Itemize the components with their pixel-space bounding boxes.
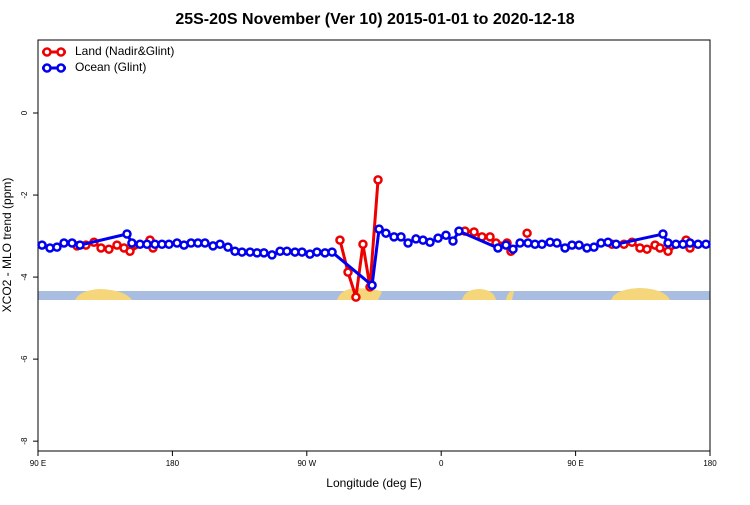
point — [125, 246, 135, 256]
point — [515, 238, 525, 248]
y-tick-label: -2 — [20, 191, 29, 199]
point — [374, 224, 384, 234]
point — [574, 240, 584, 250]
point — [381, 228, 391, 238]
y-tick-label: -4 — [20, 273, 29, 281]
point — [537, 239, 547, 250]
x-axis-label: Longitude (deg E) — [326, 476, 421, 490]
x-tick-label: 180 — [166, 459, 180, 468]
point — [200, 238, 210, 248]
point — [454, 226, 464, 236]
point — [658, 229, 668, 239]
point — [603, 237, 613, 247]
point — [663, 246, 673, 256]
land-strip — [611, 288, 670, 300]
point — [373, 175, 383, 185]
x-tick-label: 180 — [703, 459, 717, 468]
x-tick-label: 0 — [439, 459, 444, 468]
point — [508, 244, 518, 254]
legend-label: Ocean (Glint) — [75, 60, 146, 74]
point — [267, 250, 277, 260]
y-tick-label: 0 — [20, 110, 29, 115]
point — [522, 228, 532, 238]
point — [237, 247, 247, 257]
point — [259, 248, 269, 258]
point — [425, 237, 435, 247]
x-tick-label: 90 W — [297, 459, 316, 468]
point — [485, 232, 495, 242]
point — [611, 239, 621, 250]
point — [396, 232, 406, 242]
point — [358, 239, 368, 250]
x-tick-label: 90 E — [567, 459, 583, 468]
point — [448, 236, 458, 246]
point — [663, 238, 673, 248]
point — [343, 267, 353, 277]
point — [642, 244, 652, 254]
point — [122, 229, 132, 239]
point — [297, 247, 307, 257]
legend-marker — [42, 63, 52, 73]
point — [312, 247, 322, 257]
point — [335, 235, 345, 245]
land-strip — [506, 290, 514, 300]
point — [367, 280, 377, 291]
point — [282, 246, 292, 256]
point — [75, 240, 85, 250]
land-strip — [75, 289, 132, 300]
legend-marker — [56, 63, 66, 73]
point — [433, 233, 443, 243]
y-tick-label: -8 — [20, 437, 29, 445]
point — [493, 243, 503, 253]
x-tick-label: 90 E — [30, 459, 46, 468]
point — [441, 230, 451, 240]
point — [403, 238, 413, 248]
y-axis-label: XCO2 - MLO trend (ppm) — [0, 178, 14, 313]
point — [67, 238, 77, 248]
chart-title: 25S-20S November (Ver 10) 2015-01-01 to … — [175, 11, 574, 28]
point — [552, 238, 562, 248]
point — [327, 247, 337, 257]
point — [501, 240, 511, 250]
point — [589, 242, 599, 252]
point — [52, 242, 62, 252]
legend-marker — [42, 47, 52, 57]
point — [59, 238, 69, 248]
y-tick-label: -6 — [20, 355, 29, 363]
point — [655, 243, 665, 253]
point — [351, 292, 361, 302]
point — [164, 239, 174, 250]
point — [96, 243, 106, 253]
point — [693, 239, 703, 250]
point — [469, 227, 479, 237]
land-strip — [462, 289, 496, 300]
point — [223, 242, 233, 252]
point — [685, 238, 695, 248]
point — [37, 240, 47, 250]
legend-marker — [56, 47, 66, 57]
point — [127, 238, 137, 248]
point — [104, 244, 114, 254]
point — [701, 239, 711, 250]
legend-label: Land (Nadir&Glint) — [75, 44, 174, 58]
point — [215, 239, 225, 250]
point — [142, 239, 152, 250]
